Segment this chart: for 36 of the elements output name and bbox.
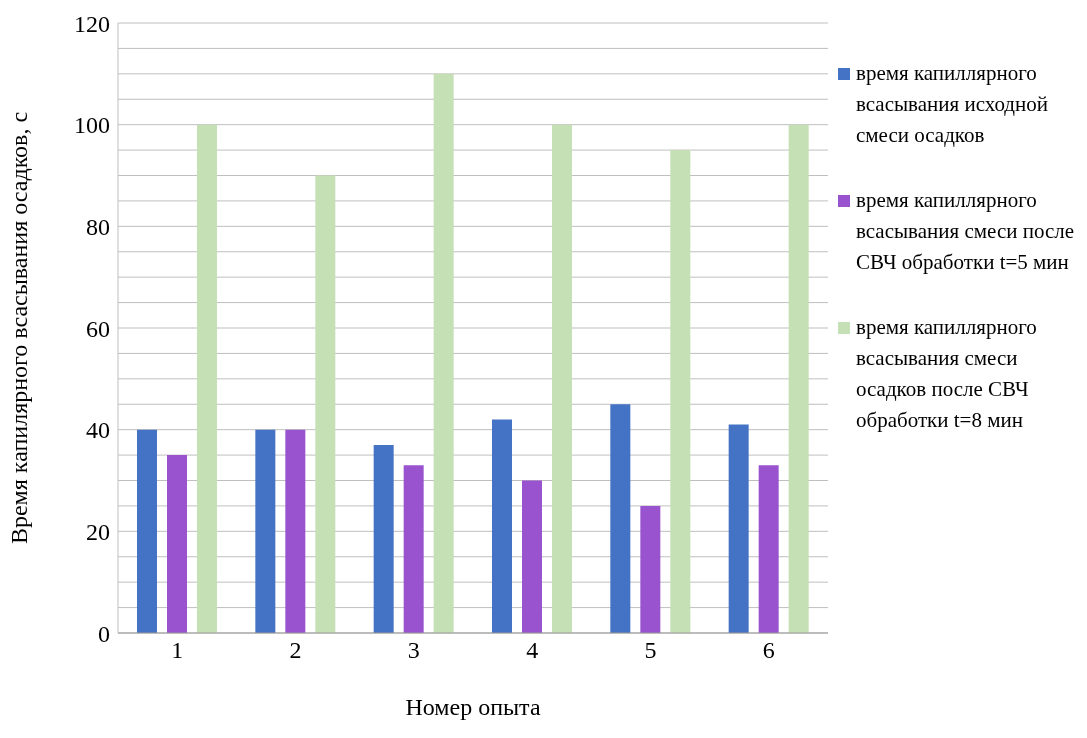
legend-label: время капиллярного всасывания смеси осадков после СВЧ обработки t=8 мин: [856, 314, 1038, 434]
bar: [315, 175, 336, 633]
x-tick-label: 5: [644, 637, 657, 664]
x-tick-label: 2: [289, 637, 302, 664]
y-tick-label: 0: [98, 620, 110, 647]
legend-label: время капиллярного всасывания исходной смеси осадков: [856, 60, 1049, 149]
y-tick-label: 40: [86, 417, 110, 444]
bar: [255, 429, 276, 633]
bar: [758, 465, 779, 633]
x-tick-label: 6: [762, 637, 775, 664]
bar: [728, 424, 749, 633]
bar: [640, 505, 661, 633]
x-tick-label: 4: [526, 637, 539, 664]
x-tick-label: 3: [407, 637, 420, 664]
x-axis-title: Номер опыта: [405, 694, 541, 721]
y-tick-label: 80: [86, 213, 110, 240]
bar: [197, 124, 217, 633]
bar: [433, 73, 454, 633]
bar: [552, 124, 572, 633]
y-tick-label: 20: [86, 518, 110, 545]
bar: [610, 404, 631, 633]
bar: [137, 429, 157, 633]
x-tick-label: 1: [171, 637, 184, 664]
bar: [403, 465, 424, 633]
bar: [492, 419, 512, 633]
legend-label: время капиллярного всасывания смеси после СВЧ обработки t=5 мин: [856, 187, 1076, 276]
y-tick-label: 100: [74, 112, 110, 139]
bar: [285, 429, 306, 633]
y-tick-label: 60: [86, 315, 110, 342]
bar: [670, 150, 691, 633]
bar: [167, 455, 187, 633]
bar: [788, 124, 809, 633]
bar: [522, 480, 542, 633]
y-tick-label: 120: [74, 10, 110, 37]
y-axis-title: Время капилярного всасывания осадков, с: [5, 111, 32, 545]
bar: [373, 444, 394, 633]
